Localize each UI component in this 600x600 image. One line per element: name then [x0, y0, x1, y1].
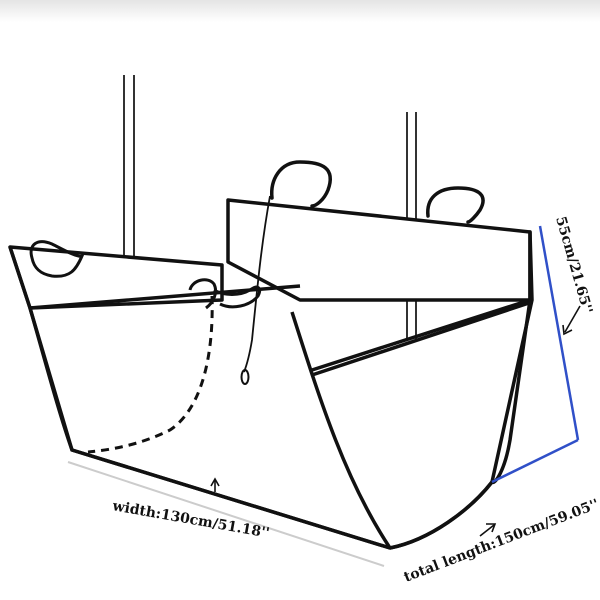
- right-side-panel: [389, 299, 532, 550]
- tether-cord: [243, 195, 271, 373]
- right-curved-wall: [290, 311, 392, 549]
- dashed-inner-edge: [87, 295, 214, 454]
- left-headrest-posts: [123, 75, 135, 275]
- hammock-floor: [28, 307, 391, 550]
- top-gradient-band: [0, 0, 600, 22]
- side-strap-middle: [188, 278, 262, 310]
- tether-clip: [240, 369, 250, 385]
- back-panel: [226, 198, 532, 302]
- back-strap-left: [270, 160, 332, 208]
- height-dimension: [491, 225, 580, 484]
- side-strap-left: [29, 240, 85, 278]
- length-arrow: [479, 523, 497, 537]
- length-label: total length:150cm/59.05'': [402, 496, 600, 585]
- height-arrow: [562, 305, 581, 336]
- width-guide-line: [67, 461, 385, 567]
- width-arrow: [210, 477, 220, 492]
- left-side-flap: [8, 245, 224, 310]
- height-label: 55cm/21.65'': [552, 215, 595, 316]
- back-strap-right: [426, 186, 485, 224]
